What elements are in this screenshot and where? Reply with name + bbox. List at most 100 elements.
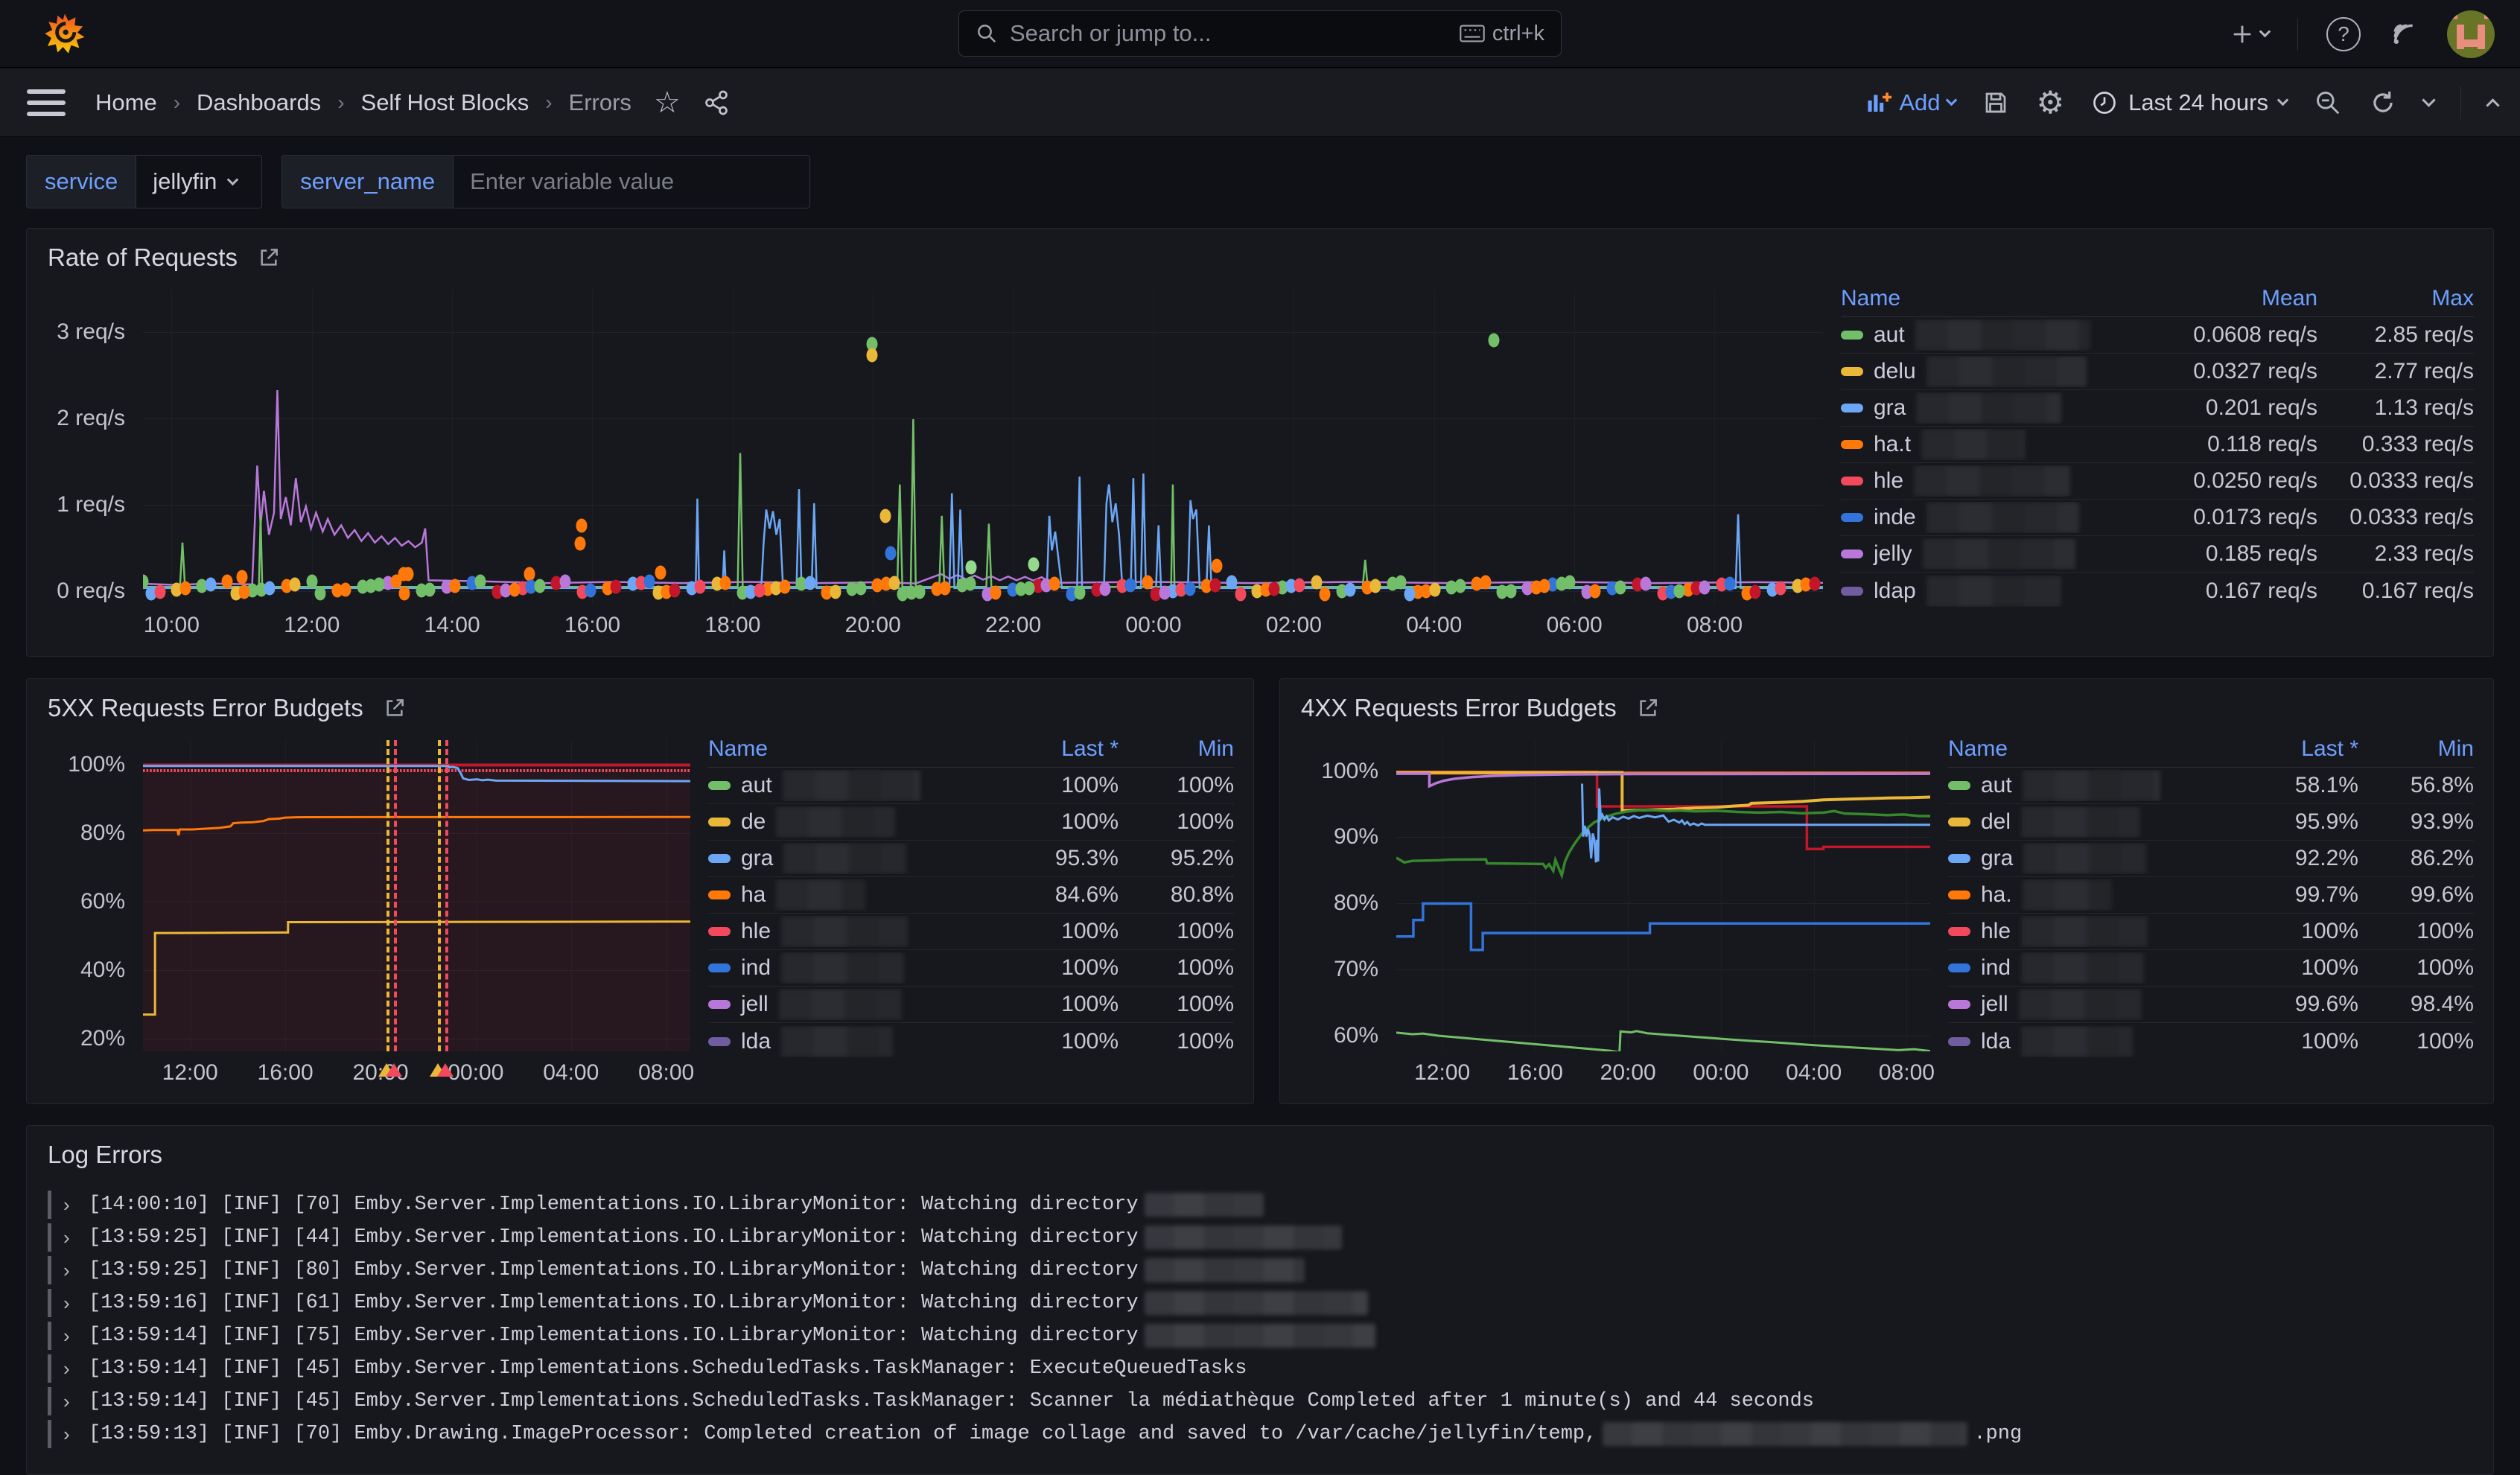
legend-row[interactable]: ind100%100% — [1948, 950, 2474, 987]
dashboard-settings-button[interactable]: ⚙ — [2036, 84, 2064, 121]
legend-value: 2.33 req/s — [2317, 541, 2474, 567]
legend-value: 0.167 req/s — [2317, 579, 2474, 604]
expand-chevron-icon[interactable]: › — [63, 1325, 89, 1348]
news-button[interactable] — [2389, 19, 2419, 49]
help-button[interactable]: ? — [2326, 17, 2361, 51]
chart-dot — [1429, 583, 1440, 597]
new-button[interactable] — [2230, 22, 2269, 47]
annotation-marker[interactable] — [437, 1063, 454, 1077]
4xx-error-budget-chart[interactable]: 100%90%80%70%60%12:0016:0020:0000:0004:0… — [1280, 727, 1941, 1103]
legend-row[interactable]: del95.9%93.9% — [1948, 804, 2474, 841]
log-line[interactable]: ›[13:59:14] [INF] [75] Emby.Server.Imple… — [48, 1319, 2472, 1352]
grafana-logo[interactable] — [43, 12, 86, 55]
menu-toggle-button[interactable] — [27, 89, 66, 116]
legend-row[interactable]: inde0.0173 req/s0.0333 req/s — [1841, 500, 2474, 536]
legend-row[interactable]: jell100%100% — [708, 987, 1234, 1023]
plot-area[interactable] — [143, 290, 1823, 604]
expand-chevron-icon[interactable]: › — [63, 1390, 89, 1413]
log-line[interactable]: ›[13:59:14] [INF] [45] Emby.Server.Imple… — [48, 1352, 2472, 1385]
legend-row[interactable]: jelly0.185 req/s2.33 req/s — [1841, 536, 2474, 573]
5xx-error-budget-chart[interactable]: 100%80%60%40%20%12:0016:0020:0000:0004:0… — [27, 727, 701, 1103]
axis-tick-label: 06:00 — [1547, 613, 1603, 638]
plot-area[interactable] — [143, 740, 690, 1051]
panel-title[interactable]: 4XX Requests Error Budgets — [1301, 694, 1617, 722]
legend-name-prefix: ha — [741, 882, 766, 908]
time-range-picker[interactable]: Last 24 hours — [2091, 89, 2287, 116]
legend-row[interactable]: hle100%100% — [1948, 914, 2474, 950]
panel-title[interactable]: Log Errors — [48, 1141, 162, 1169]
variable-server-name-input[interactable]: Enter variable value — [453, 155, 810, 208]
legend-header-min[interactable]: Min — [2358, 736, 2474, 762]
log-line[interactable]: ›[13:59:16] [INF] [61] Emby.Server.Imple… — [48, 1287, 2472, 1319]
legend-row[interactable]: jell99.6%98.4% — [1948, 987, 2474, 1023]
avatar[interactable] — [2447, 10, 2495, 58]
save-dashboard-button[interactable] — [1982, 89, 2009, 116]
legend-row[interactable]: ha.99.7%99.6% — [1948, 877, 2474, 914]
legend-row[interactable]: ind100%100% — [708, 950, 1234, 987]
legend-row[interactable]: aut58.1%56.8% — [1948, 768, 2474, 804]
legend-row[interactable]: lda100%100% — [708, 1023, 1234, 1060]
log-line[interactable]: ›[13:59:25] [INF] [44] Emby.Server.Imple… — [48, 1221, 2472, 1254]
legend-name: ind — [708, 952, 977, 984]
legend-row[interactable]: ldap0.167 req/s0.167 req/s — [1841, 573, 2474, 609]
refresh-interval-chevron[interactable] — [2422, 93, 2435, 106]
rate-of-requests-chart[interactable]: 3 req/s2 req/s1 req/s0 req/s10:0012:0014… — [27, 276, 1833, 656]
legend-row[interactable]: ha.t0.118 req/s0.333 req/s — [1841, 427, 2474, 463]
legend-row[interactable]: aut100%100% — [708, 768, 1234, 804]
legend-row[interactable]: gra0.201 req/s1.13 req/s — [1841, 390, 2474, 427]
log-text: [13:59:14] [INF] [45] Emby.Server.Implem… — [89, 1357, 1247, 1380]
legend-header-last[interactable]: Last * — [977, 736, 1119, 762]
panel-5xx-error-budgets: 5XX Requests Error Budgets 100%80%60%40%… — [26, 678, 1254, 1104]
chart-series-series-darkgreen — [1396, 810, 1930, 876]
plot-area[interactable] — [1396, 740, 1930, 1051]
log-line[interactable]: ›[13:59:14] [INF] [45] Emby.Server.Imple… — [48, 1385, 2472, 1418]
axis-tick-label: 3 req/s — [57, 319, 125, 345]
legend-row[interactable]: hle100%100% — [708, 914, 1234, 950]
legend-header-min[interactable]: Min — [1119, 736, 1234, 762]
legend-row[interactable]: gra92.2%86.2% — [1948, 841, 2474, 877]
variable-service-select[interactable]: jellyfin — [136, 155, 262, 208]
expand-chevron-icon[interactable]: › — [63, 1423, 89, 1446]
panel-title[interactable]: 5XX Requests Error Budgets — [48, 694, 363, 722]
breadcrumb-folder[interactable]: Self Host Blocks — [361, 89, 529, 116]
legend-row[interactable]: de100%100% — [708, 804, 1234, 841]
legend-row[interactable]: aut0.0608 req/s2.85 req/s — [1841, 317, 2474, 354]
add-button[interactable]: Add — [1865, 89, 1956, 116]
legend-header-max[interactable]: Max — [2317, 286, 2474, 311]
log-line[interactable]: ›[13:59:25] [INF] [80] Emby.Server.Imple… — [48, 1254, 2472, 1287]
log-line[interactable]: ›[13:59:13] [INF] [70] Emby.Drawing.Imag… — [48, 1418, 2472, 1450]
external-link-icon[interactable] — [383, 696, 407, 720]
external-link-icon[interactable] — [1636, 696, 1660, 720]
chart-dot — [1209, 578, 1221, 592]
expand-chevron-icon[interactable]: › — [63, 1194, 89, 1217]
refresh-button[interactable] — [2369, 89, 2397, 117]
legend-header-name[interactable]: Name — [708, 736, 977, 762]
zoom-out-button[interactable] — [2314, 89, 2342, 117]
legend-header-name[interactable]: Name — [1948, 736, 2217, 762]
legend-row[interactable]: lda100%100% — [1948, 1023, 2474, 1060]
expand-chevron-icon[interactable]: › — [63, 1357, 89, 1380]
breadcrumb-home[interactable]: Home — [95, 89, 157, 116]
annotation-marker[interactable] — [386, 1063, 402, 1077]
expand-chevron-icon[interactable]: › — [63, 1292, 89, 1315]
favorite-star-icon[interactable]: ☆ — [654, 88, 681, 118]
legend-header-mean[interactable]: Mean — [2128, 286, 2317, 311]
kiosk-collapse-chevron[interactable] — [2486, 98, 2499, 112]
legend-header-name[interactable]: Name — [1841, 286, 2128, 311]
expand-chevron-icon[interactable]: › — [63, 1226, 89, 1249]
panel-title[interactable]: Rate of Requests — [48, 243, 238, 272]
legend-name: ldap — [1841, 576, 2128, 607]
chart-dot — [1564, 576, 1575, 590]
expand-chevron-icon[interactable]: › — [63, 1259, 89, 1282]
chart-series-deluge — [1396, 772, 1930, 810]
breadcrumb-dashboards[interactable]: Dashboards — [197, 89, 321, 116]
legend-header-last[interactable]: Last * — [2217, 736, 2358, 762]
legend-row[interactable]: delu0.0327 req/s2.77 req/s — [1841, 354, 2474, 390]
legend-row[interactable]: ha84.6%80.8% — [708, 877, 1234, 914]
log-line[interactable]: ›[14:00:10] [INF] [70] Emby.Server.Imple… — [48, 1188, 2472, 1221]
legend-row[interactable]: hle0.0250 req/s0.0333 req/s — [1841, 463, 2474, 500]
legend-row[interactable]: gra95.3%95.2% — [708, 841, 1234, 877]
search-input[interactable]: Search or jump to... ctrl+k — [958, 10, 1562, 57]
share-icon[interactable] — [703, 89, 730, 116]
external-link-icon[interactable] — [257, 246, 281, 270]
